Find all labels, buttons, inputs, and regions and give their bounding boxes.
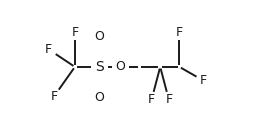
Text: O: O [94, 91, 104, 104]
Text: F: F [148, 93, 155, 107]
Text: F: F [165, 93, 173, 107]
Text: F: F [71, 25, 78, 39]
Text: F: F [200, 74, 207, 87]
Text: F: F [45, 43, 52, 56]
Text: S: S [95, 60, 104, 74]
Text: O: O [94, 30, 104, 43]
Text: F: F [176, 25, 183, 39]
Text: F: F [50, 90, 58, 103]
Text: O: O [115, 60, 125, 73]
